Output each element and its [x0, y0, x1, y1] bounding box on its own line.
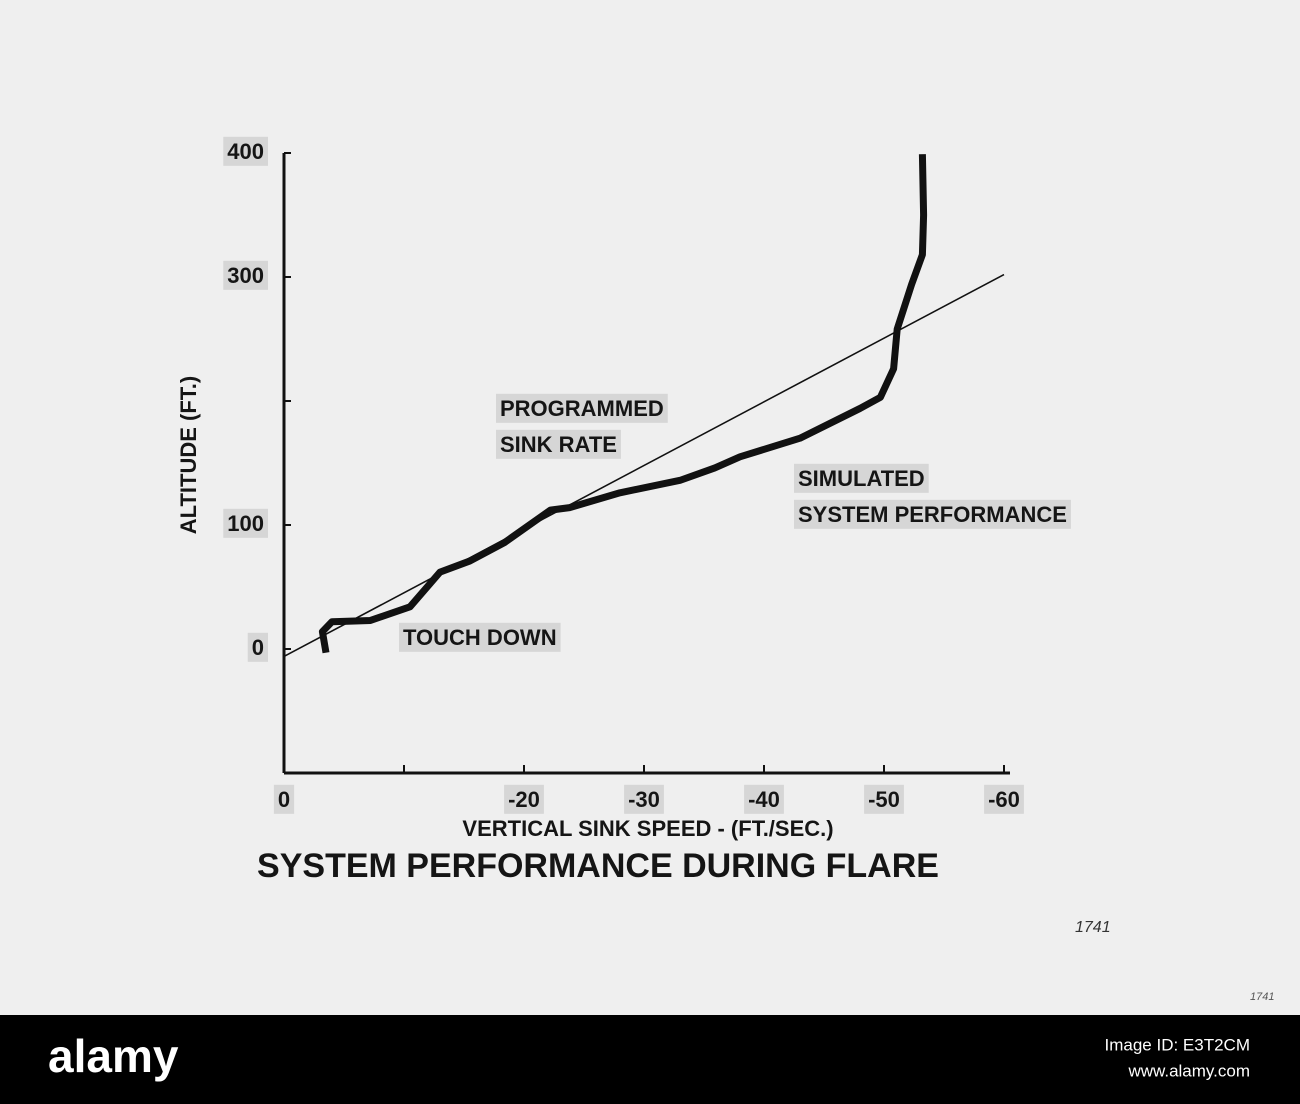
footer-image-id: Image ID: E3T2CM [1105, 1035, 1251, 1054]
footer-url: www.alamy.com [1127, 1061, 1250, 1080]
x-tick-label: -40 [748, 787, 780, 812]
annotation: SYSTEM PERFORMANCE [798, 502, 1067, 527]
label-highlight [504, 784, 544, 814]
label-highlight [273, 784, 295, 814]
x-tick-label: -30 [628, 787, 660, 812]
label-highlight [794, 499, 1071, 529]
footer-brand: alamy [48, 1030, 179, 1082]
label-highlight [247, 632, 268, 662]
label-highlight [744, 784, 784, 814]
y-tick-label: 0 [252, 635, 264, 660]
handwritten-number: 1741 [1250, 991, 1274, 1003]
x-tick-label: -60 [988, 787, 1020, 812]
label-highlight [223, 260, 268, 290]
chart-title: SYSTEM PERFORMANCE DURING FLARE [257, 847, 939, 885]
annotation: SINK RATE [500, 432, 617, 457]
label-highlight [496, 429, 621, 459]
handwritten-number: 1741 [1075, 919, 1111, 936]
annotation: TOUCH DOWN [403, 625, 557, 650]
y-tick-label: 100 [227, 511, 264, 536]
y-tick-label: 300 [227, 263, 264, 288]
x-tick-label: 0 [278, 787, 290, 812]
photo-background [0, 0, 1300, 1015]
x-tick-label: -50 [868, 787, 900, 812]
annotation: PROGRAMMED [500, 396, 664, 421]
label-highlight [864, 784, 904, 814]
label-highlight [399, 622, 561, 652]
label-highlight [624, 784, 664, 814]
footer-bar [0, 1015, 1300, 1104]
label-highlight [223, 136, 268, 166]
y-axis-label: ALTITUDE (FT.) [176, 376, 201, 534]
label-highlight [223, 508, 268, 538]
label-highlight [496, 393, 668, 423]
label-highlight [984, 784, 1024, 814]
x-axis-label: VERTICAL SINK SPEED - (FT./SEC.) [462, 816, 833, 841]
label-highlight [794, 463, 929, 493]
y-tick-label: 400 [227, 139, 264, 164]
series-line [283, 273, 1005, 658]
x-tick-label: -20 [508, 787, 540, 812]
annotation: SIMULATED [798, 466, 925, 491]
series-line [318, 154, 928, 654]
label-backgrounds [223, 136, 1071, 814]
